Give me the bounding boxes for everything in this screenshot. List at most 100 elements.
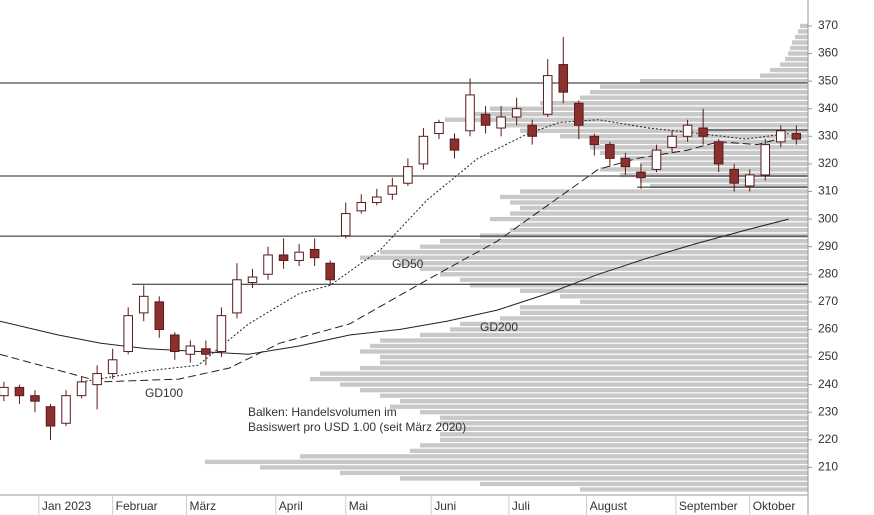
y-tick-label: 300: [818, 211, 838, 225]
candle-body: [729, 168, 739, 184]
volume-bar: [410, 448, 808, 454]
volume-bar: [600, 150, 808, 156]
candle-body: [372, 196, 382, 204]
volume-bar: [520, 288, 808, 293]
volume-bar: [440, 421, 808, 426]
volume-bar: [380, 393, 808, 398]
y-tick-label: 350: [818, 73, 838, 87]
volume-bar: [792, 40, 808, 45]
x-tick-label: Oktober: [753, 499, 796, 513]
volume-bar: [340, 382, 808, 387]
candle-body: [744, 174, 755, 187]
volume-bar: [795, 34, 808, 40]
volume-bar: [640, 178, 808, 183]
volume-bar: [800, 23, 808, 29]
candle-body: [294, 251, 304, 261]
candle-body: [636, 171, 646, 179]
y-tick-label: 240: [818, 377, 838, 391]
annotation: Basiswert pro USD 1.00 (seit März 2020): [248, 420, 466, 434]
y-tick-label: 250: [818, 349, 838, 363]
volume-bar: [650, 183, 808, 189]
volume-bar: [390, 404, 808, 409]
volume-bar: [360, 365, 808, 371]
candle-body: [496, 116, 506, 129]
candle-body: [154, 301, 165, 330]
candle-body: [138, 295, 149, 314]
volume-bar: [640, 78, 808, 84]
candle-body: [527, 124, 537, 137]
candle-body: [107, 359, 118, 375]
candle-body: [713, 141, 724, 165]
volume-bar: [445, 117, 808, 122]
volume-bar: [440, 437, 808, 442]
volume-bar: [600, 139, 808, 144]
candle-body: [263, 254, 273, 275]
volume-bar: [520, 128, 808, 133]
volume-bar: [420, 244, 808, 249]
candle-body: [589, 135, 600, 146]
volume-bar: [500, 194, 808, 200]
y-tick-label: 280: [818, 266, 838, 280]
candle-body: [61, 395, 71, 424]
candle-body: [760, 144, 771, 176]
volume-bar: [400, 399, 808, 404]
candle-body: [216, 315, 227, 353]
volume-bar: [790, 45, 808, 51]
volume-bar: [360, 387, 808, 393]
candle-body: [605, 144, 615, 159]
volume-bar: [580, 95, 808, 100]
volume-bar: [600, 84, 808, 89]
candle-body: [558, 64, 569, 93]
candle-body: [387, 185, 398, 195]
candle-body: [170, 334, 180, 353]
candle-body: [92, 373, 102, 386]
candle-body: [185, 345, 196, 355]
volume-bar: [580, 487, 808, 492]
volume-bar: [440, 238, 808, 244]
x-tick-label: Mai: [349, 499, 368, 513]
volume-bar: [370, 343, 808, 349]
x-tick-label: August: [590, 499, 628, 513]
series-label: GD50: [392, 257, 424, 271]
volume-bar: [380, 250, 808, 255]
volume-bar: [420, 410, 808, 415]
volume-bar: [260, 465, 808, 470]
volume-bar: [300, 454, 808, 459]
volume-bar: [420, 443, 808, 448]
y-tick-label: 210: [818, 460, 838, 474]
candle-body: [465, 94, 475, 132]
x-tick-label: Jan 2023: [42, 499, 92, 513]
volume-bar: [380, 338, 808, 343]
volume-bar: [340, 470, 808, 476]
volume-bar: [480, 481, 808, 487]
volume-bar: [205, 459, 808, 465]
volume-bar: [580, 299, 808, 305]
candle-body: [434, 122, 444, 135]
series-label: GD200: [480, 320, 518, 334]
volume-bar: [520, 222, 808, 227]
volume-bar: [780, 62, 808, 67]
plot: [0, 36, 808, 440]
candle-body: [123, 315, 133, 353]
y-tick-label: 360: [818, 46, 838, 60]
volume-bar: [420, 332, 808, 338]
y-tick-label: 230: [818, 404, 838, 418]
y-tick-label: 260: [818, 322, 838, 336]
y-tick-label: 220: [818, 432, 838, 446]
volume-bar: [440, 415, 808, 420]
volume-bar: [500, 123, 808, 128]
volume-bar: [470, 283, 808, 288]
volume-bar: [500, 316, 808, 321]
candle-body: [542, 75, 553, 115]
volume-bar: [360, 349, 808, 354]
x-tick-label: März: [189, 499, 216, 513]
candle-body: [340, 213, 351, 237]
volume-bar: [510, 227, 808, 233]
y-tick-label: 320: [818, 156, 838, 170]
volume-bar: [440, 432, 808, 437]
candle-body: [480, 113, 491, 126]
volume-bar: [785, 56, 808, 62]
volume-bar: [470, 112, 808, 117]
volume-bar: [480, 233, 808, 238]
volume-bar: [590, 89, 808, 95]
